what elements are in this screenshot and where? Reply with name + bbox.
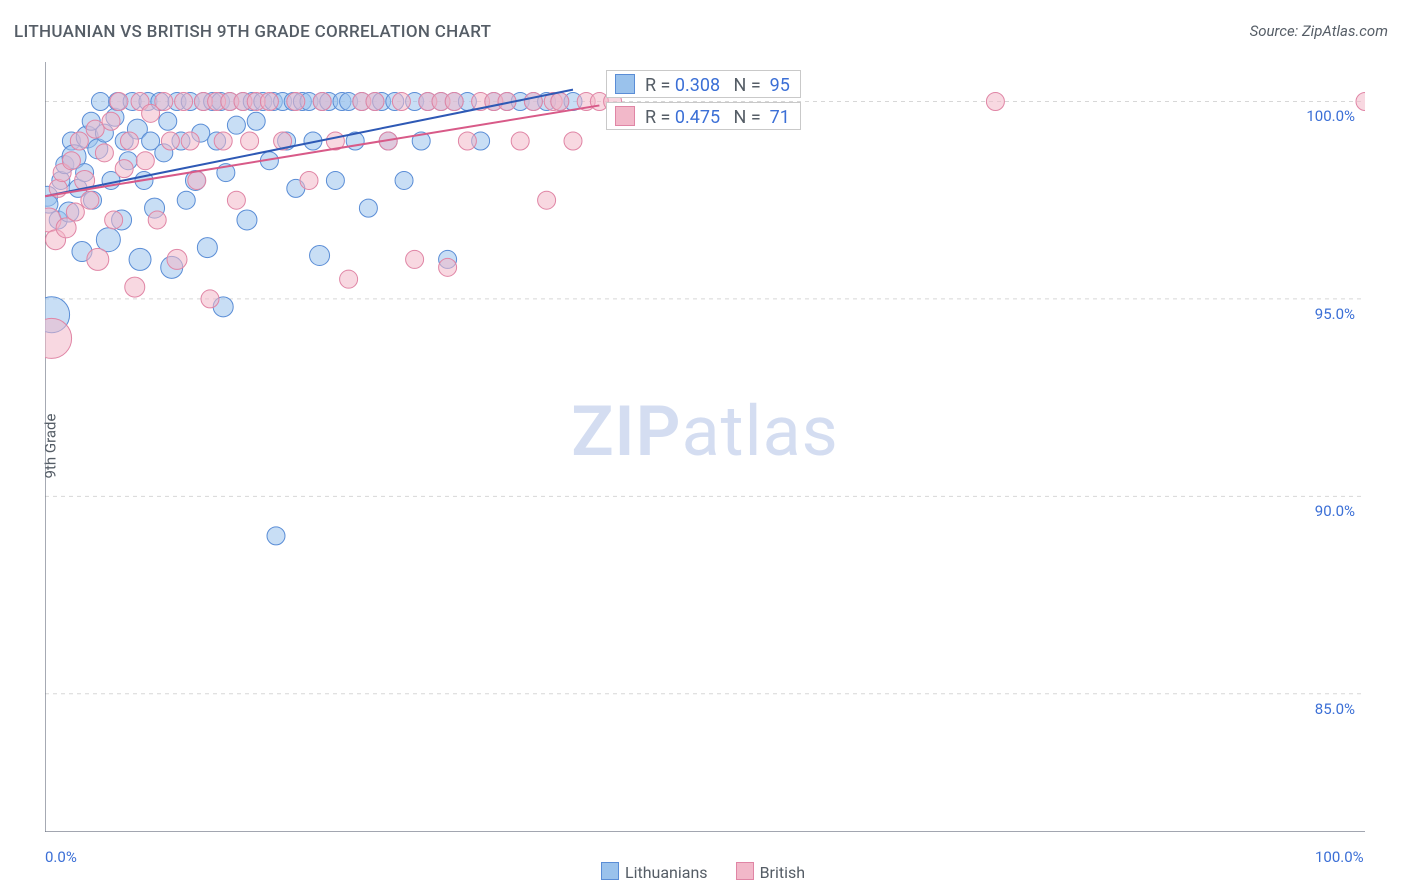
- r-value: 0.308: [675, 75, 720, 96]
- stat-box-british: R = 0.475 N = 71: [606, 102, 801, 130]
- n-label: N =: [720, 107, 765, 128]
- chart-title: LITHUANIAN VS BRITISH 9TH GRADE CORRELAT…: [14, 22, 491, 42]
- scatter-chart-svg: [45, 62, 1365, 832]
- n-label: N =: [720, 75, 765, 96]
- y-tick-label: 85.0%: [1315, 700, 1355, 718]
- stat-box-lithuanians: R = 0.308 N = 95: [606, 70, 801, 98]
- swatch-icon: [615, 106, 635, 126]
- n-value: 71: [765, 107, 790, 128]
- r-value: 0.475: [675, 107, 720, 128]
- legend-label: British: [760, 863, 805, 882]
- swatch-icon: [615, 74, 635, 94]
- r-label: R =: [645, 75, 675, 96]
- legend-item-british: British: [736, 862, 805, 882]
- legend-label: Lithuanians: [625, 863, 708, 882]
- plot-area: ZIPatlas R = 0.308 N = 95R = 0.475 N = 7…: [45, 62, 1365, 832]
- r-label: R =: [645, 107, 675, 128]
- y-tick-label: 90.0%: [1315, 502, 1355, 520]
- legend-item-lithuanians: Lithuanians: [601, 862, 708, 882]
- legend: Lithuanians British: [0, 862, 1406, 882]
- swatch-icon: [601, 862, 619, 880]
- swatch-icon: [736, 862, 754, 880]
- chart-container: LITHUANIAN VS BRITISH 9TH GRADE CORRELAT…: [0, 0, 1406, 892]
- source-label: Source: ZipAtlas.com: [1250, 22, 1388, 40]
- y-tick-label: 95.0%: [1315, 305, 1355, 323]
- n-value: 95: [765, 75, 790, 96]
- y-tick-label: 100.0%: [1306, 107, 1355, 125]
